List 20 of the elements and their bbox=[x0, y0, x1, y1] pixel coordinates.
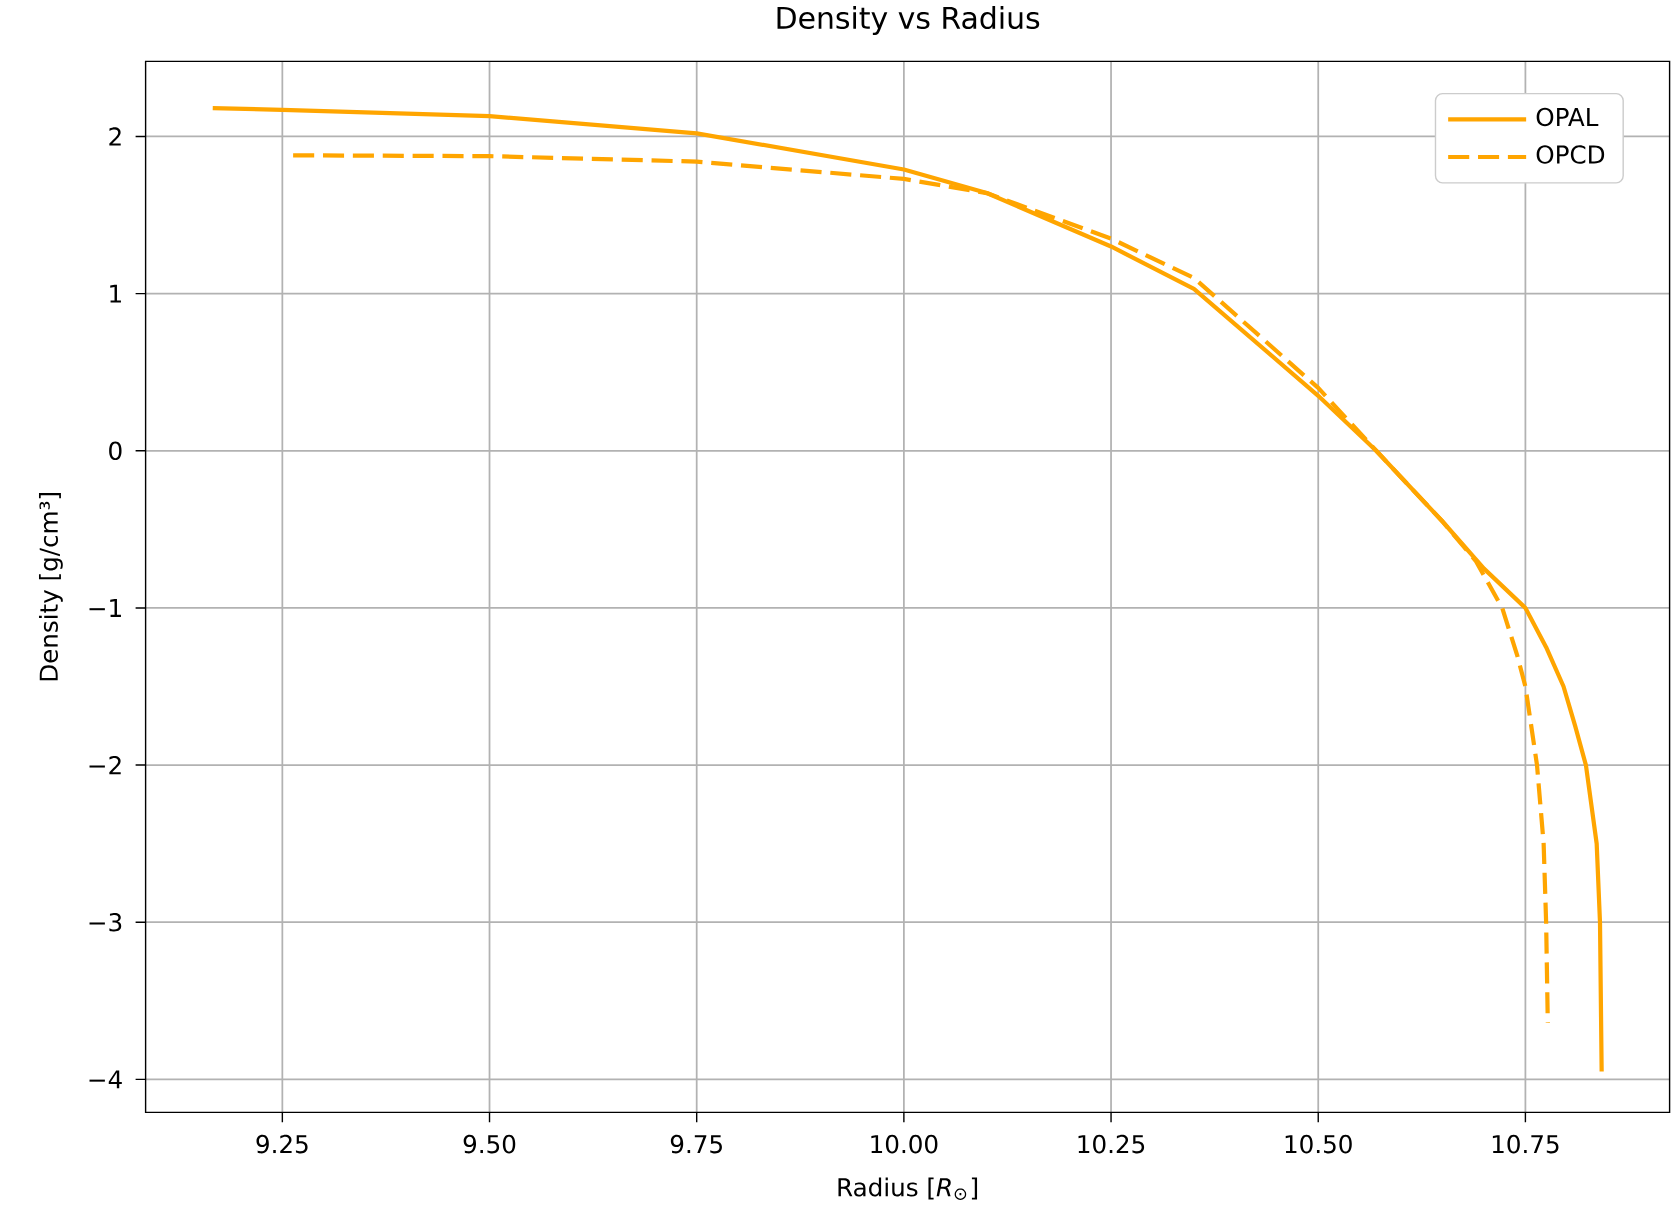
x-tick-label: 10.25 bbox=[1078, 1134, 1145, 1154]
y-tick-label: −1 bbox=[89, 598, 121, 617]
y-tick-label: −4 bbox=[89, 1070, 122, 1089]
line-series bbox=[210, 106, 1604, 1074]
x-tick-label: 9.25 bbox=[256, 1134, 308, 1154]
legend-label: OPCD bbox=[1536, 145, 1605, 164]
y-axis-title: Density [g/cm³] bbox=[38, 493, 63, 681]
legend-label: OPAL bbox=[1536, 107, 1599, 127]
y-tick-label: 1 bbox=[110, 284, 121, 303]
x-tick-label: 10.75 bbox=[1492, 1134, 1559, 1154]
x-tick-label: 9.50 bbox=[463, 1134, 516, 1154]
x-tick-label: 9.75 bbox=[670, 1134, 722, 1154]
y-tick-label: 2 bbox=[109, 127, 121, 146]
y-tick-label: −2 bbox=[89, 755, 121, 775]
x-tick-label: 10.00 bbox=[871, 1134, 938, 1154]
y-tick-label: 0 bbox=[109, 441, 122, 461]
y-tick-label: −3 bbox=[89, 912, 122, 932]
x-axis-title: Radius [R$_{⊙}$] bbox=[838, 1177, 978, 1201]
x-tick-label: 10.50 bbox=[1285, 1134, 1352, 1154]
chart-title: Density vs Radius bbox=[777, 5, 1040, 35]
